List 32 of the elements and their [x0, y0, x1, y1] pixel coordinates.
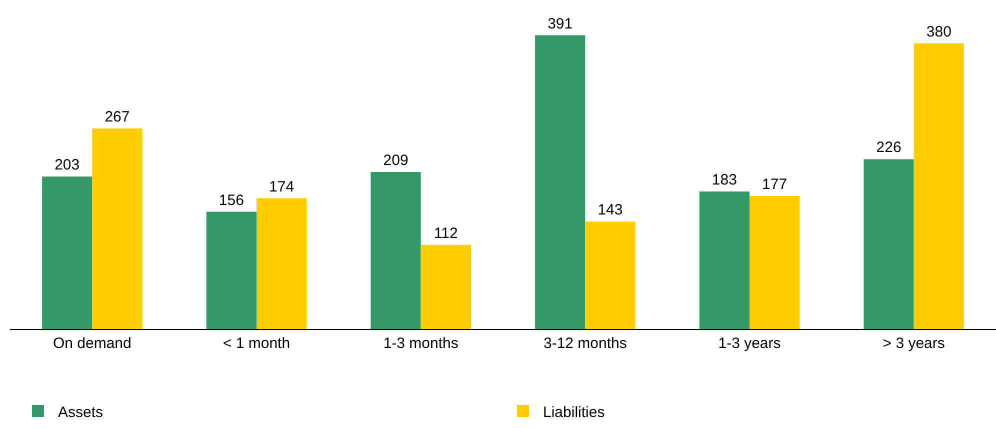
bar [420, 244, 471, 329]
bar [864, 159, 914, 329]
data-label: 226 [876, 139, 902, 156]
data-label: 203 [54, 156, 80, 174]
data-label: 112 [434, 224, 458, 242]
bar [585, 222, 636, 329]
legend-label: Assets [58, 404, 104, 421]
data-label: 380 [926, 24, 952, 41]
data-label: 143 [598, 202, 623, 219]
bar [42, 176, 92, 329]
bar [92, 128, 142, 329]
bar [914, 44, 964, 329]
data-label: 156 [218, 192, 244, 209]
data-label: 183 [712, 172, 737, 189]
data-label: 209 [383, 152, 408, 169]
data-label: 267 [104, 108, 130, 126]
x-tick-label: 3-12 months [543, 335, 627, 352]
x-tick-label: 1-3 years [718, 335, 781, 352]
x-tick-label: > 3 years [882, 335, 945, 352]
bar [256, 198, 307, 329]
data-label: 391 [548, 15, 573, 32]
data-label: 174 [269, 178, 294, 196]
bar [206, 212, 256, 329]
bar [370, 172, 421, 329]
legend-label: Liabilities [543, 404, 605, 421]
data-label: 177 [762, 176, 788, 194]
x-tick-label: On demand [52, 335, 132, 352]
bar [699, 192, 750, 329]
x-tick-label: 1-3 months [383, 335, 458, 352]
x-tick-label: < 1 month [222, 335, 290, 352]
bar [535, 35, 586, 329]
bar [750, 196, 800, 329]
